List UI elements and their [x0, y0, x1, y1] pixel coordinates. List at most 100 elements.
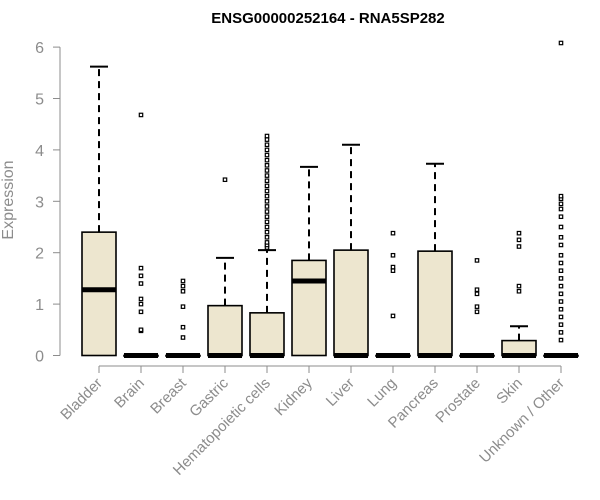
- chart-title: ENSG00000252164 - RNA5SP282: [211, 10, 444, 27]
- x-tick-label: Bladder: [57, 375, 106, 424]
- outlier-point: [474, 291, 480, 297]
- x-tick-label: Kidney: [271, 374, 316, 419]
- box-bladder: [81, 65, 117, 357]
- box-gastric: [207, 177, 243, 358]
- outlier-point: [558, 234, 564, 240]
- box-brain: [123, 112, 159, 358]
- outlier-point: [558, 242, 564, 248]
- outlier-point: [264, 163, 270, 168]
- outlier-point: [390, 230, 396, 236]
- box-rect: [291, 259, 327, 357]
- outlier-point: [558, 193, 564, 199]
- outlier-point: [516, 288, 522, 294]
- y-tick-label: 2: [35, 246, 44, 263]
- box-rect: [417, 250, 453, 357]
- outlier-point: [558, 330, 564, 335]
- outlier-point: [222, 177, 228, 183]
- outlier-point: [138, 265, 144, 271]
- outlier-point: [264, 240, 270, 245]
- outlier-point: [264, 137, 270, 142]
- outlier-point: [138, 281, 144, 286]
- outlier-point: [474, 287, 480, 293]
- y-axis: 0 1 2 3 4 5 6: [35, 40, 61, 366]
- box-liver: [333, 143, 369, 358]
- outlier-point: [558, 322, 564, 327]
- outlier-point: [390, 264, 396, 270]
- boxes-group: [81, 40, 579, 358]
- outlier-point: [264, 224, 270, 230]
- outlier-point: [558, 260, 564, 266]
- box-unknown-other: [543, 40, 579, 358]
- outlier-point: [558, 291, 564, 297]
- outlier-point: [558, 299, 564, 304]
- outlier-point: [474, 304, 480, 309]
- outlier-point: [264, 183, 270, 189]
- outlier-point: [558, 224, 564, 230]
- outlier-point: [138, 273, 144, 279]
- y-tick-label: 5: [35, 92, 44, 109]
- x-tick-label: Lung: [364, 375, 400, 411]
- outlier-point: [558, 201, 564, 207]
- outlier-point: [264, 147, 270, 153]
- outlier-point: [180, 324, 186, 330]
- box-rect: [207, 304, 243, 357]
- outlier-point: [390, 252, 396, 258]
- outlier-point: [516, 244, 522, 249]
- outlier-point: [558, 283, 564, 289]
- outlier-point: [516, 283, 522, 289]
- outlier-point: [264, 152, 270, 158]
- outlier-point: [264, 157, 270, 163]
- outlier-point: [474, 309, 480, 315]
- box-pancreas: [417, 162, 453, 358]
- box-hematopoietic-cells: [249, 133, 285, 358]
- outlier-point: [138, 301, 144, 307]
- y-tick-label: 4: [35, 143, 44, 160]
- outlier-point: [264, 178, 270, 184]
- outlier-point: [264, 173, 270, 178]
- outlier-point: [264, 214, 270, 220]
- outlier-point: [138, 327, 144, 333]
- outlier-point: [474, 258, 480, 263]
- outlier-point: [138, 112, 144, 118]
- outlier-point: [390, 268, 396, 273]
- y-tick-label: 1: [35, 297, 44, 314]
- outlier-point: [558, 252, 564, 258]
- outlier-point: [558, 306, 564, 312]
- outlier-point: [138, 296, 144, 302]
- outlier-point: [264, 229, 270, 235]
- x-tick-label: Skin: [493, 375, 526, 408]
- outlier-point: [558, 337, 564, 343]
- outlier-point: [180, 335, 186, 340]
- outlier-point: [558, 268, 564, 273]
- outlier-point: [264, 168, 270, 173]
- box-skin: [501, 230, 537, 358]
- outlier-point: [264, 142, 270, 148]
- outlier-point: [558, 314, 564, 320]
- outlier-point: [264, 219, 270, 225]
- box-rect: [249, 312, 285, 357]
- x-tick-label: Prostate: [432, 375, 484, 427]
- outlier-point: [390, 313, 396, 319]
- outlier-point: [264, 199, 270, 204]
- y-tick-label: 3: [35, 194, 44, 211]
- outlier-point: [558, 276, 564, 281]
- box-rect: [81, 231, 117, 357]
- outlier-point: [264, 204, 270, 209]
- box-kidney: [291, 165, 327, 357]
- box-prostate: [459, 258, 495, 358]
- outlier-point: [516, 237, 522, 243]
- outlier-point: [264, 234, 270, 240]
- outlier-point: [516, 230, 522, 236]
- outlier-point: [180, 278, 186, 284]
- y-tick-label: 0: [35, 349, 44, 366]
- y-tick-label: 6: [35, 40, 44, 57]
- outlier-point: [558, 40, 564, 46]
- x-tick-label: Brain: [111, 375, 148, 412]
- x-tick-label: Liver: [323, 375, 358, 410]
- box-breast: [165, 278, 201, 358]
- outlier-point: [558, 206, 564, 212]
- box-rect: [333, 249, 369, 357]
- outlier-point: [558, 214, 564, 220]
